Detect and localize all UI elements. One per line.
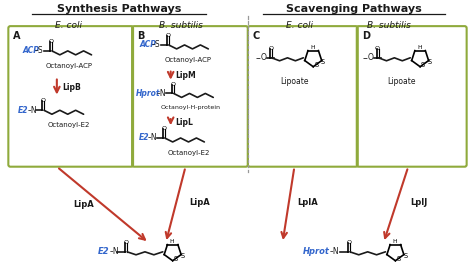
Text: LipM: LipM	[176, 71, 196, 80]
Text: O: O	[368, 53, 374, 62]
Text: O: O	[170, 82, 175, 87]
Text: –S: –S	[152, 41, 161, 49]
Text: S: S	[421, 62, 425, 68]
Text: B: B	[137, 31, 145, 41]
Text: Scavenging Pathways: Scavenging Pathways	[286, 4, 422, 14]
Text: O: O	[165, 33, 170, 38]
Text: LplA: LplA	[297, 198, 318, 207]
Text: S: S	[314, 62, 318, 68]
Text: E2: E2	[18, 106, 29, 115]
Text: H: H	[310, 45, 314, 50]
Text: B. subtilis: B. subtilis	[366, 21, 410, 30]
Text: S: S	[403, 253, 407, 259]
Text: S: S	[181, 253, 184, 259]
Text: Octanoyl-ACP: Octanoyl-ACP	[165, 57, 212, 63]
Text: LipA: LipA	[73, 200, 94, 209]
Text: LipB: LipB	[62, 82, 81, 92]
Text: Octanoyl-E2: Octanoyl-E2	[167, 150, 210, 156]
Text: ACP: ACP	[139, 41, 156, 49]
Text: –N: –N	[27, 106, 37, 115]
Text: –N: –N	[330, 247, 340, 256]
Text: –N: –N	[109, 247, 119, 256]
Text: E. coli: E. coli	[55, 21, 82, 30]
Text: –N: –N	[148, 133, 157, 142]
Text: O: O	[375, 46, 380, 51]
Text: S: S	[428, 59, 432, 65]
Text: H: H	[417, 45, 421, 50]
Text: O: O	[40, 98, 46, 103]
Text: ACP: ACP	[22, 46, 39, 55]
Text: B. subtilis: B. subtilis	[159, 21, 202, 30]
Text: –: –	[363, 53, 368, 63]
Text: H: H	[169, 239, 174, 244]
Text: D: D	[362, 31, 370, 41]
Text: Octanoyl-E2: Octanoyl-E2	[47, 122, 90, 128]
Text: O: O	[261, 53, 267, 62]
Text: O: O	[268, 46, 273, 51]
Text: O: O	[124, 240, 128, 245]
Text: H: H	[392, 239, 397, 244]
Text: S: S	[321, 59, 325, 65]
Text: O: O	[161, 126, 166, 131]
Text: Octanoyl-ACP: Octanoyl-ACP	[45, 63, 92, 69]
Text: –S: –S	[35, 46, 44, 55]
Text: LipL: LipL	[176, 118, 193, 127]
Text: Hprot: Hprot	[136, 89, 161, 98]
Text: –: –	[256, 53, 261, 63]
Text: O: O	[346, 240, 351, 245]
Text: Lipoate: Lipoate	[387, 77, 416, 85]
Text: S: S	[173, 256, 178, 262]
Text: Synthesis Pathways: Synthesis Pathways	[57, 4, 182, 14]
Text: A: A	[13, 31, 21, 41]
Text: S: S	[396, 256, 401, 262]
Text: E2: E2	[139, 133, 149, 142]
Text: LplJ: LplJ	[410, 198, 428, 207]
Text: O: O	[48, 39, 54, 44]
Text: C: C	[253, 31, 260, 41]
Text: E. coli: E. coli	[286, 21, 313, 30]
Text: Octanoyl-H-protein: Octanoyl-H-protein	[161, 105, 220, 110]
Text: –N: –N	[157, 89, 166, 98]
Text: E2: E2	[98, 247, 109, 256]
Text: Lipoate: Lipoate	[280, 77, 309, 85]
Text: Hprot: Hprot	[303, 247, 330, 256]
Text: LipA: LipA	[190, 198, 210, 207]
